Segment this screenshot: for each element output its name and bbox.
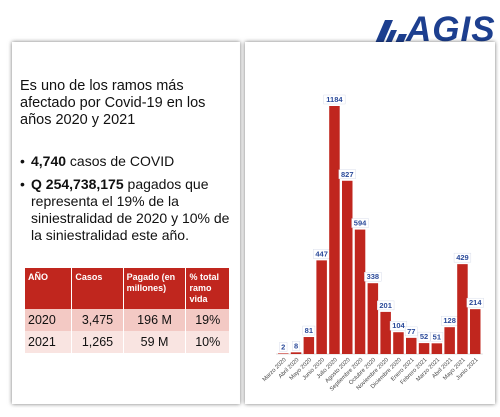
- data-label: 2: [281, 342, 285, 351]
- data-label: 201: [379, 301, 392, 310]
- table-header: AÑO: [25, 268, 73, 309]
- data-label-box: [338, 169, 356, 179]
- table-header: % total ramo vida: [185, 268, 230, 309]
- table-row: 2020 3,475 196 M 19%: [25, 309, 230, 331]
- bullet-cases-bold: 4,740: [31, 153, 67, 169]
- data-label-box: [302, 325, 316, 336]
- data-label: 77: [407, 327, 415, 336]
- data-label: 594: [354, 219, 367, 228]
- data-label: 81: [305, 326, 313, 335]
- bar: [431, 343, 443, 354]
- data-label-box: [292, 341, 301, 351]
- bullet-list: • 4,740 casos de COVID • Q 254,738,175 p…: [20, 153, 235, 250]
- bar: [393, 332, 404, 354]
- data-label-box: [404, 326, 418, 337]
- bar: [470, 309, 481, 354]
- data-label-box: [466, 297, 484, 308]
- bar: [303, 337, 315, 354]
- data-label: 1184: [326, 95, 343, 104]
- data-label: 214: [469, 298, 482, 307]
- data-label: 338: [367, 272, 380, 281]
- data-label-box: [323, 94, 346, 105]
- data-label: 827: [341, 170, 354, 179]
- data-label-box: [417, 331, 431, 342]
- bullet-paid: • Q 254,738,175 pagados que representa e…: [20, 176, 235, 244]
- data-label: 51: [433, 332, 441, 341]
- bar: [278, 353, 289, 354]
- bullet-paid-bold: Q 254,738,175: [31, 176, 124, 192]
- data-label-box: [279, 342, 288, 352]
- bullet-cases: • 4,740 casos de COVID: [20, 153, 235, 170]
- data-label: 128: [443, 316, 456, 325]
- bar: [367, 283, 379, 354]
- table-cell: 2020: [25, 309, 73, 331]
- data-label: 447: [315, 249, 328, 258]
- table-header: Pagado (en millones): [123, 268, 187, 309]
- table-cell: 10%: [185, 331, 230, 353]
- table-header-row: AÑO Casos Pagado (en millones) % total r…: [25, 268, 230, 309]
- table-row: 2021 1,265 59 M 10%: [25, 331, 230, 353]
- bar: [406, 337, 417, 354]
- info-panel: Es uno de los ramos más afectado por Cov…: [12, 42, 240, 404]
- data-label-box: [351, 218, 369, 228]
- data-label: 52: [420, 332, 428, 341]
- table-header: Casos: [71, 268, 124, 309]
- table-cell: 19%: [185, 309, 230, 331]
- bar: [342, 180, 353, 354]
- bar: [329, 106, 340, 354]
- table-cell: 2021: [25, 331, 73, 353]
- summary-table: AÑO Casos Pagado (en millones) % total r…: [25, 268, 230, 353]
- bar: [444, 327, 455, 354]
- bullet-icon: •: [20, 176, 25, 192]
- bar: [316, 260, 327, 354]
- bullet-cases-text: casos de COVID: [66, 153, 175, 169]
- data-label: 429: [456, 253, 469, 262]
- bar: [380, 311, 391, 354]
- data-label: 8: [294, 341, 298, 350]
- table-cell: 59 M: [123, 331, 187, 353]
- table-cell: 196 M: [123, 309, 187, 331]
- data-label: 104: [392, 321, 405, 330]
- bullet-icon: •: [20, 153, 25, 169]
- data-label-box: [453, 252, 472, 263]
- bar: [354, 229, 366, 354]
- intro-text: Es uno de los ramos más afectado por Cov…: [20, 78, 206, 128]
- data-label-box: [389, 321, 408, 331]
- table-cell: 1,265: [71, 331, 124, 353]
- data-label-box: [430, 332, 444, 342]
- chart-panel: 2 Marzo 2020 8 Abril 2020 81 Mayo 2020 447 Juni…: [245, 42, 495, 404]
- bullet-paid-text: pagados que representa el 19% de la sini…: [31, 176, 230, 243]
- data-label-box: [364, 272, 382, 282]
- bar: [290, 352, 302, 354]
- bar: [457, 264, 468, 354]
- table-cell: 3,475: [71, 309, 124, 331]
- data-label-box: [377, 300, 395, 311]
- bar: [418, 343, 430, 354]
